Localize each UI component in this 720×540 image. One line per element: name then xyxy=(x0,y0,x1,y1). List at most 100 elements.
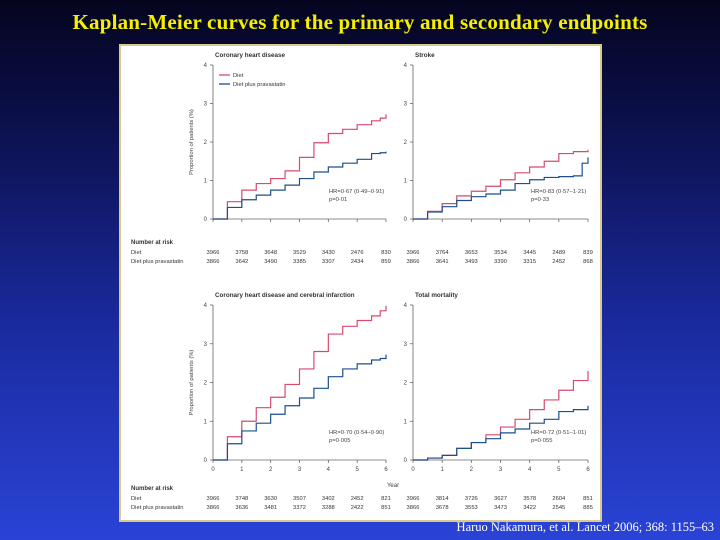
risk-value: 3430 xyxy=(322,250,335,256)
risk-value: 839 xyxy=(583,250,593,256)
risk-value: 3726 xyxy=(465,496,478,502)
y-tick-label: 4 xyxy=(204,63,208,69)
x-tick-label: 3 xyxy=(298,467,302,473)
risk-value: 3490 xyxy=(264,259,277,265)
risk-value: 3866 xyxy=(407,259,420,265)
risk-value: 3653 xyxy=(465,250,478,256)
series-line-diet-plus-pravastatin xyxy=(213,354,387,461)
risk-value: 3385 xyxy=(293,259,306,265)
risk-value: 821 xyxy=(381,496,391,502)
risk-value: 3402 xyxy=(322,496,335,502)
series-line-diet xyxy=(413,370,589,461)
y-tick-label: 2 xyxy=(404,140,408,146)
hr-annotation: p=0·055 xyxy=(531,438,552,444)
x-tick-label: 2 xyxy=(269,467,273,473)
x-tick-label: 4 xyxy=(528,467,532,473)
y-tick-label: 0 xyxy=(404,458,408,464)
risk-value: 3315 xyxy=(523,259,536,265)
y-tick-label: 0 xyxy=(404,217,408,223)
hr-annotation: HR=0·70 (0·54–0·90) xyxy=(329,430,384,436)
risk-value: 3866 xyxy=(407,505,420,511)
risk-value: 3748 xyxy=(235,496,248,502)
risk-value: 3529 xyxy=(293,250,306,256)
y-tick-label: 1 xyxy=(204,419,208,425)
risk-value: 2604 xyxy=(552,496,566,502)
x-tick-label: 5 xyxy=(557,467,561,473)
series-line-diet xyxy=(213,114,387,220)
risk-value: 3390 xyxy=(494,259,507,265)
y-tick-label: 3 xyxy=(404,342,408,348)
risk-value: 3627 xyxy=(494,496,507,502)
risk-value: 851 xyxy=(381,505,391,511)
risk-value: 3764 xyxy=(436,250,450,256)
slide-title: Kaplan-Meier curves for the primary and … xyxy=(72,10,648,34)
series-line-diet-plus-pravastatin xyxy=(413,157,589,220)
y-tick-label: 1 xyxy=(204,179,208,185)
risk-row-label: Diet plus pravastatin xyxy=(131,505,184,511)
x-tick-label: 1 xyxy=(240,467,244,473)
x-tick-label: 5 xyxy=(355,467,359,473)
risk-value: 2452 xyxy=(351,496,364,502)
panel-title: Total mortality xyxy=(415,292,458,299)
x-tick-label: 0 xyxy=(411,467,415,473)
risk-value: 3641 xyxy=(436,259,449,265)
x-axis-label: Year xyxy=(387,483,399,489)
risk-value: 2545 xyxy=(552,505,565,511)
risk-value: 830 xyxy=(381,250,391,256)
risk-value: 3630 xyxy=(264,496,277,502)
hr-annotation: p=0·33 xyxy=(531,197,549,203)
y-tick-label: 3 xyxy=(204,102,208,108)
risk-value: 3553 xyxy=(465,505,478,511)
risk-row-label: Diet xyxy=(131,496,142,502)
risk-value: 3814 xyxy=(436,496,450,502)
risk-value: 851 xyxy=(583,496,593,502)
risk-value: 3578 xyxy=(523,496,536,502)
panel-title: Coronary heart disease and cerebral infa… xyxy=(215,292,355,299)
risk-value: 3642 xyxy=(235,259,248,265)
risk-value: 868 xyxy=(583,259,593,265)
risk-row-label: Diet plus pravastatin xyxy=(131,259,184,265)
y-tick-label: 1 xyxy=(404,179,408,185)
x-tick-label: 0 xyxy=(211,467,215,473)
risk-value: 3758 xyxy=(235,250,248,256)
hr-annotation: HR=0·67 (0·49–0·91) xyxy=(329,189,384,195)
risk-value: 3866 xyxy=(207,259,220,265)
y-tick-label: 4 xyxy=(404,63,408,69)
risk-value: 3445 xyxy=(523,250,536,256)
legend-entry: Diet plus pravastatin xyxy=(233,82,286,88)
panel-title: Stroke xyxy=(415,52,435,59)
km-figure: 0 1 2 3 4 Coronary heart disease Proportion of… xyxy=(131,52,593,511)
risk-value: 3534 xyxy=(494,250,508,256)
y-tick-label: 0 xyxy=(204,458,208,464)
citation: Haruo Nakamura, et al. Lancet 2006; 368:… xyxy=(456,520,714,534)
risk-value: 3473 xyxy=(494,505,507,511)
x-tick-label: 2 xyxy=(470,467,474,473)
series-line-diet-plus-pravastatin xyxy=(213,151,387,220)
hr-annotation: p=0·01 xyxy=(329,197,347,203)
risk-value: 859 xyxy=(381,259,391,265)
y-tick-label: 0 xyxy=(204,217,208,223)
risk-value: 885 xyxy=(583,505,593,511)
risk-table-heading: Number at risk xyxy=(131,486,174,492)
figure-panel: 0 1 2 3 4 Coronary heart disease Proportion of… xyxy=(119,44,602,522)
risk-value: 2476 xyxy=(351,250,364,256)
y-tick-label: 3 xyxy=(404,102,408,108)
series-line-diet xyxy=(213,305,387,461)
y-tick-label: 4 xyxy=(404,303,408,309)
hr-annotation: HR=0·83 (0·57–1·21) xyxy=(531,189,586,195)
y-axis-label: Proportion of patients (%) xyxy=(189,350,195,416)
risk-value: 3636 xyxy=(235,505,248,511)
risk-value: 3966 xyxy=(407,250,420,256)
risk-value: 3648 xyxy=(264,250,277,256)
x-tick-label: 4 xyxy=(327,467,331,473)
risk-value: 3307 xyxy=(322,259,335,265)
panel-title: Coronary heart disease xyxy=(215,52,285,59)
risk-value: 2422 xyxy=(351,505,364,511)
risk-value: 3481 xyxy=(264,505,277,511)
y-tick-label: 1 xyxy=(404,419,408,425)
risk-value: 3966 xyxy=(407,496,420,502)
series-line-diet-plus-pravastatin xyxy=(413,405,589,461)
legend-entry: Diet xyxy=(233,73,244,79)
risk-value: 3507 xyxy=(293,496,306,502)
risk-value: 2489 xyxy=(552,250,565,256)
